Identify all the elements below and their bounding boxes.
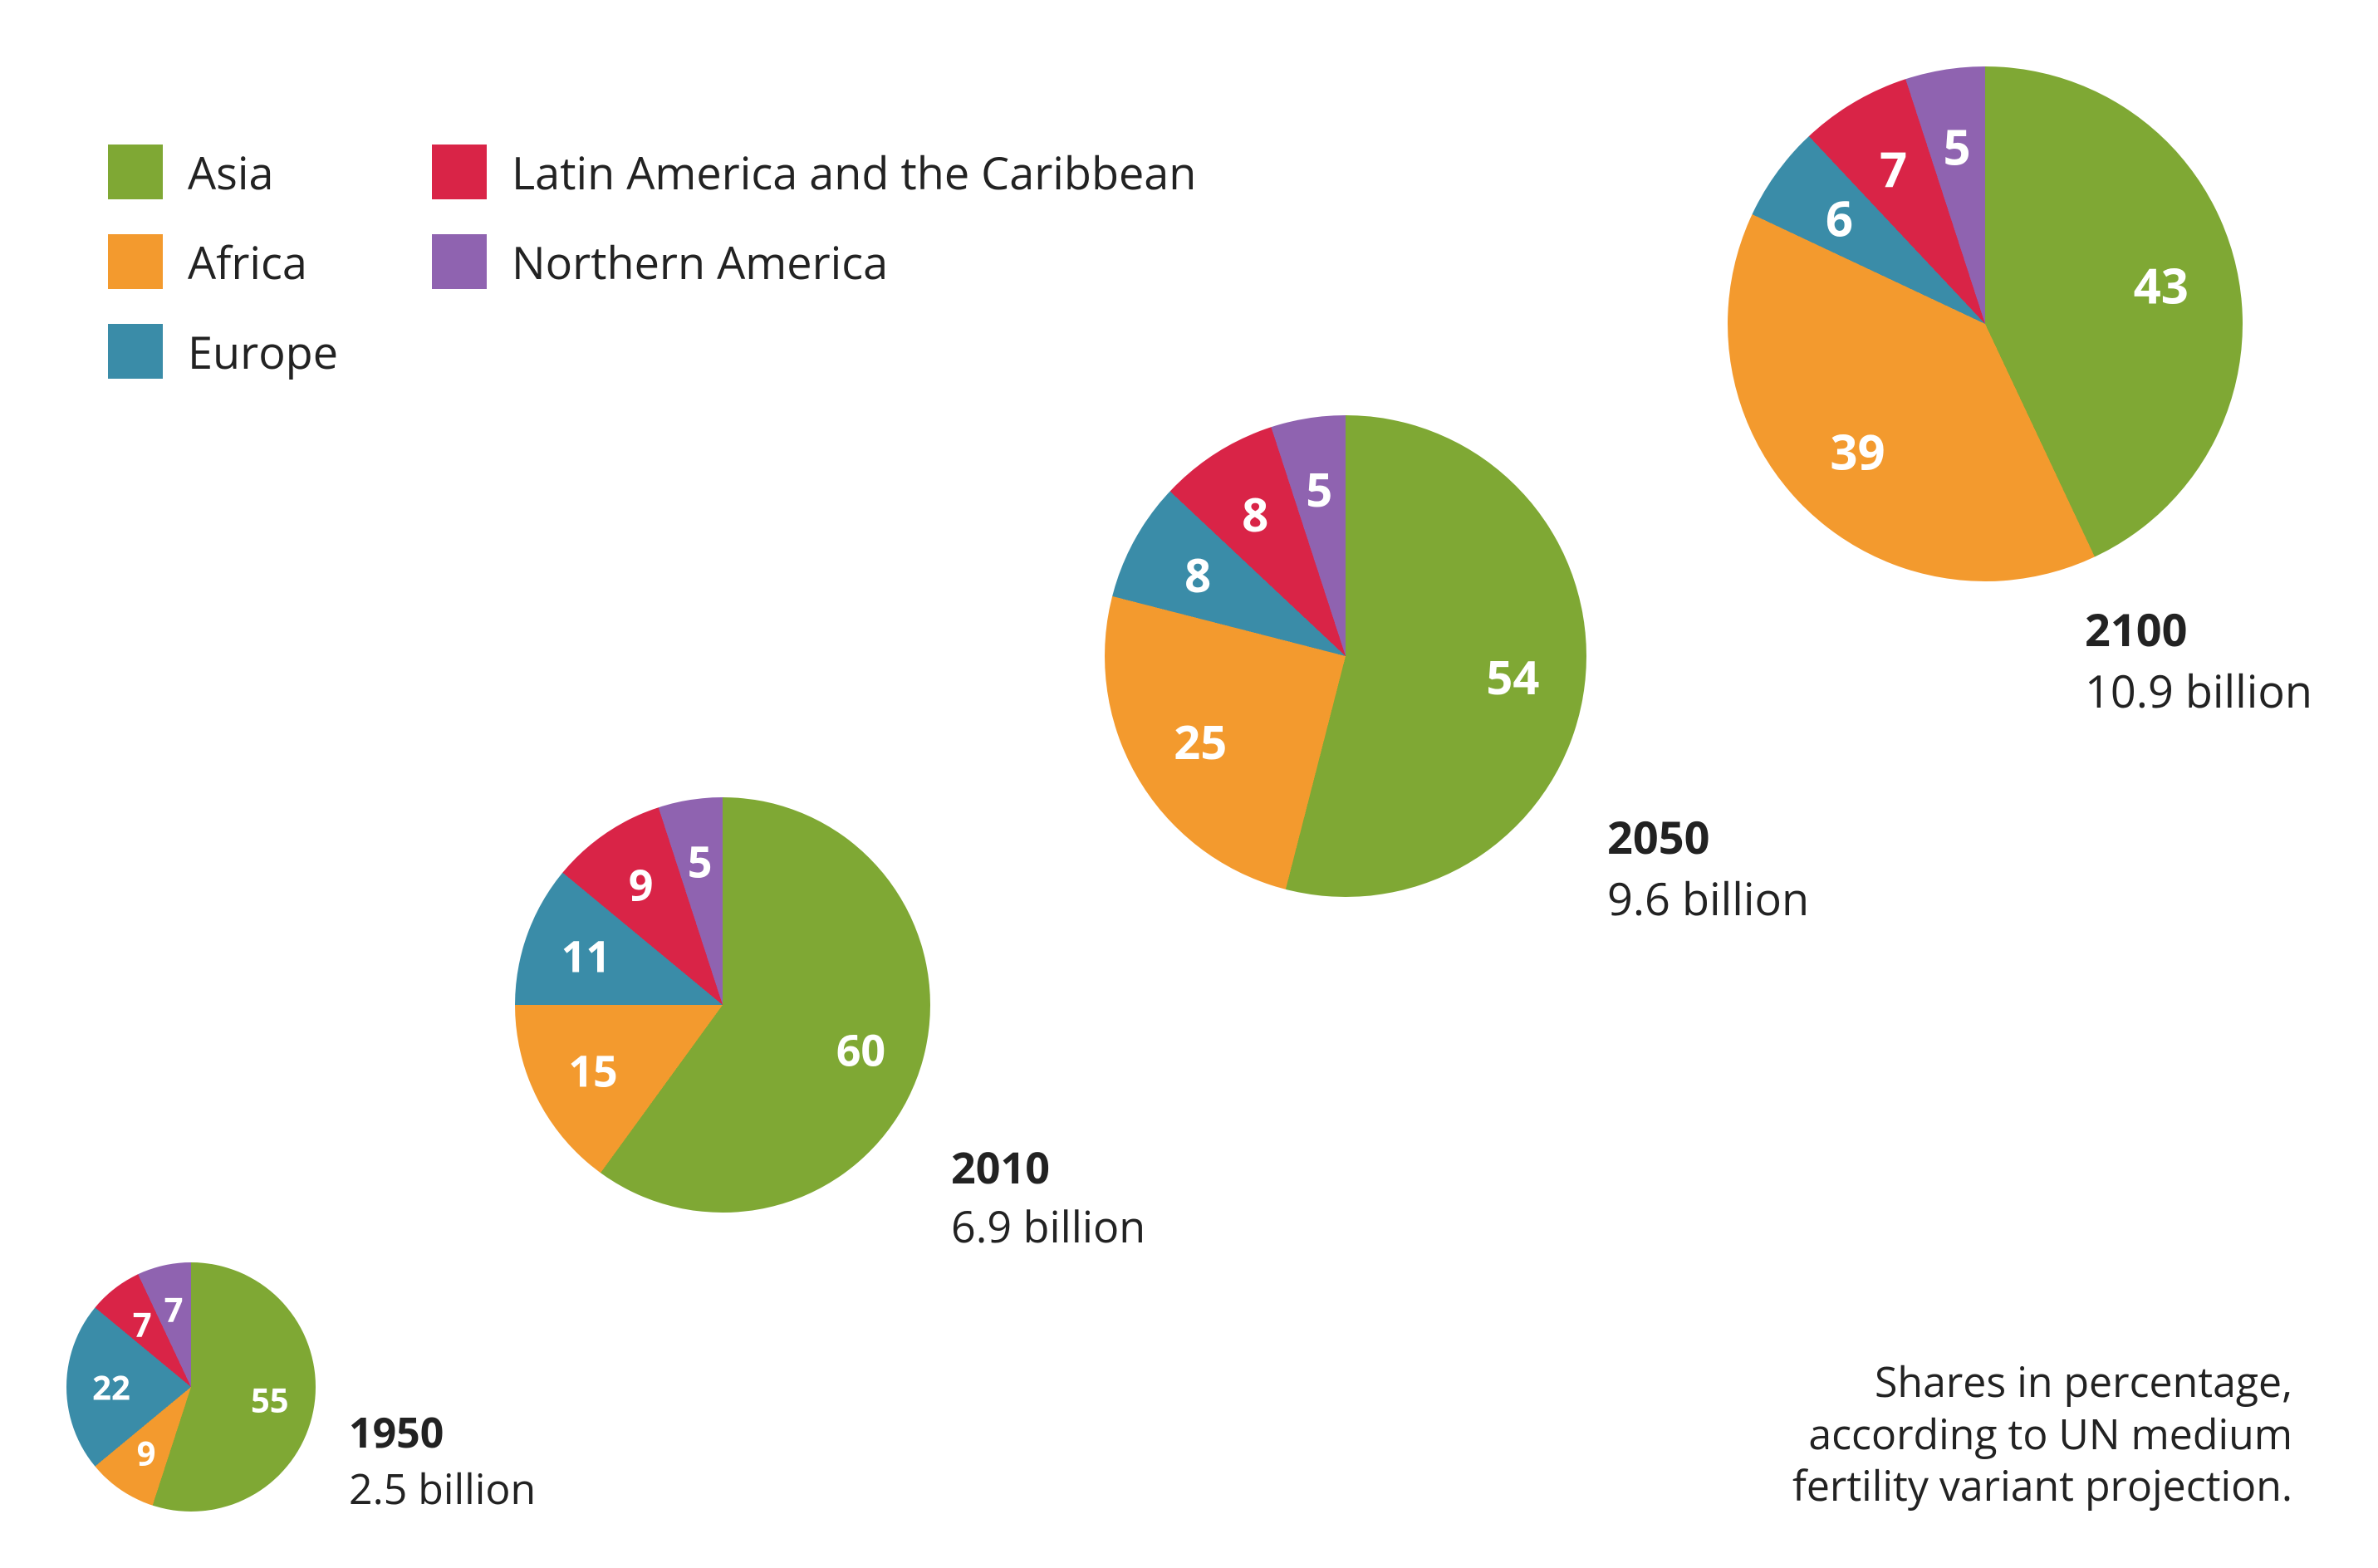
legend-swatch-namer <box>432 234 487 289</box>
slice-label-2010-asia: 60 <box>836 1021 885 1080</box>
slice-label-2100-asia: 43 <box>2134 252 2189 317</box>
pie-year-2100: 2100 <box>2085 598 2312 659</box>
legend-swatch-africa <box>108 234 163 289</box>
slice-label-2010-latam: 9 <box>629 855 654 914</box>
slice-label-2100-latam: 7 <box>1880 136 1907 202</box>
legend-label-latam: Latin America and the Caribbean <box>512 141 1196 203</box>
slice-label-2050-africa: 25 <box>1174 710 1227 773</box>
pie-caption-2050: 20509.6 billion <box>1607 806 1809 929</box>
footnote: Shares in percentage,according to UN med… <box>1792 1355 2292 1512</box>
pie-caption-2100: 210010.9 billion <box>2085 598 2312 721</box>
slice-label-2010-africa: 15 <box>568 1041 617 1100</box>
slice-label-2100-africa: 39 <box>1830 419 1885 484</box>
pie-year-1950: 1950 <box>349 1404 536 1460</box>
pie-2100 <box>1728 66 2243 581</box>
slice-label-1950-africa: 9 <box>137 1430 156 1476</box>
legend-item-africa: Africa <box>108 231 338 292</box>
legend-swatch-europe <box>108 324 163 379</box>
pie-population-2010: 6.9 billion <box>951 1197 1145 1256</box>
slice-label-2010-europe: 11 <box>561 926 610 985</box>
slice-label-2050-europe: 8 <box>1184 543 1211 606</box>
footnote-line-0: Shares in percentage, <box>1792 1355 2292 1408</box>
pie-caption-1950: 19502.5 billion <box>349 1404 536 1517</box>
legend-label-namer: Northern America <box>512 231 888 292</box>
pie-year-2010: 2010 <box>951 1138 1145 1197</box>
pie-2010 <box>515 797 930 1213</box>
slice-label-2050-namer: 5 <box>1306 458 1332 521</box>
slice-label-2050-asia: 54 <box>1486 645 1539 708</box>
legend-column: Asia Africa Europe <box>108 141 338 410</box>
pie-caption-2010: 20106.9 billion <box>951 1138 1145 1256</box>
legend-item-namer: Northern America <box>432 231 1196 292</box>
legend-label-africa: Africa <box>188 231 307 292</box>
legend-item-asia: Asia <box>108 141 338 203</box>
pie-population-2100: 10.9 billion <box>2085 659 2312 721</box>
slice-label-1950-latam: 7 <box>133 1301 152 1347</box>
slice-label-2100-europe: 6 <box>1826 185 1853 251</box>
legend-swatch-latam <box>432 145 487 199</box>
slice-label-2050-latam: 8 <box>1242 483 1268 546</box>
legend-item-latam: Latin America and the Caribbean <box>432 141 1196 203</box>
pie-population-1950: 2.5 billion <box>349 1460 536 1517</box>
slice-label-1950-namer: 7 <box>164 1286 184 1332</box>
legend-label-europe: Europe <box>188 321 338 382</box>
pie-year-2050: 2050 <box>1607 806 1809 867</box>
slice-label-1950-asia: 55 <box>251 1377 289 1423</box>
slice-label-2010-namer: 5 <box>688 832 713 891</box>
slice-label-2100-namer: 5 <box>1943 113 1970 179</box>
legend-column: Latin America and the Caribbean Northern … <box>432 141 1196 321</box>
slice-label-1950-europe: 22 <box>92 1365 130 1410</box>
pie-population-2050: 9.6 billion <box>1607 867 1809 929</box>
chart-canvas: Asia Africa Europe Latin America and the Ca… <box>0 0 2378 1568</box>
footnote-line-2: fertility variant projection. <box>1792 1459 2292 1512</box>
legend-label-asia: Asia <box>188 141 274 203</box>
legend-swatch-asia <box>108 145 163 199</box>
legend-item-europe: Europe <box>108 321 338 382</box>
footnote-line-1: according to UN medium <box>1792 1408 2292 1460</box>
